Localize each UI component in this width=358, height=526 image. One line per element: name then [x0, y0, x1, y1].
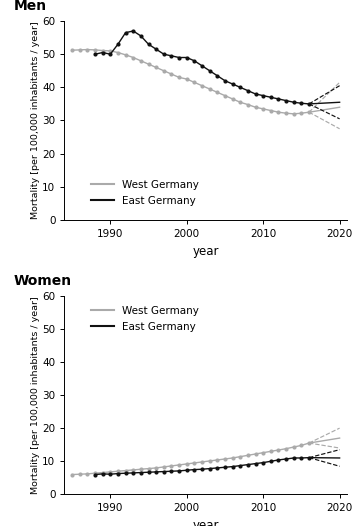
- Y-axis label: Mortality [per 100,000 inhabitants / year]: Mortality [per 100,000 inhabitants / yea…: [30, 296, 39, 494]
- X-axis label: year: year: [193, 519, 219, 526]
- Text: Women: Women: [14, 274, 72, 288]
- X-axis label: year: year: [193, 245, 219, 258]
- Legend: West Germany, East Germany: West Germany, East Germany: [87, 175, 204, 210]
- Legend: West Germany, East Germany: West Germany, East Germany: [87, 301, 204, 336]
- Text: Men: Men: [14, 0, 47, 13]
- Y-axis label: Mortality [per 100,000 inhabitants / year]: Mortality [per 100,000 inhabitants / yea…: [30, 22, 39, 219]
